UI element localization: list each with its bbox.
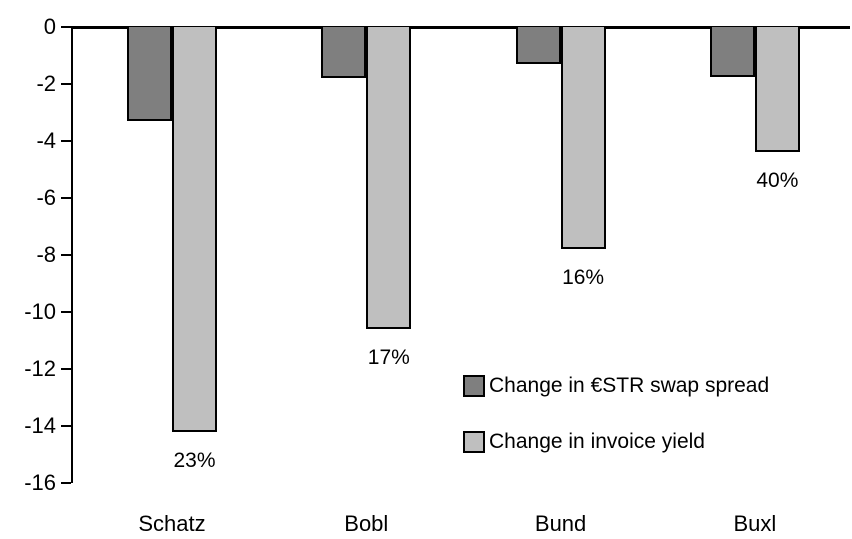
y-tick-mark <box>61 139 71 143</box>
bar-schatz-swap-spread <box>127 27 172 122</box>
y-tick-label: 0 <box>43 14 56 39</box>
y-tick-mark <box>61 25 71 29</box>
category-label-bobl: Bobl <box>344 511 389 536</box>
legend-swatch-invoice-yield <box>463 431 485 453</box>
y-tick-mark <box>61 82 71 86</box>
bar-bund-invoice-yield <box>560 27 606 250</box>
legend-item-invoice-yield: Change in invoice yield <box>463 430 705 454</box>
y-tick-label: -16 <box>24 470 56 495</box>
y-tick-label: -6 <box>36 185 56 210</box>
bar-schatz-invoice-yield <box>172 27 217 432</box>
y-tick-mark <box>61 196 71 200</box>
y-tick-mark <box>61 424 71 428</box>
y-tick-mark <box>61 367 71 371</box>
bar-value-label-bund: 16% <box>562 266 605 290</box>
bar-value-label-buxl: 40% <box>756 169 799 193</box>
bar-value-label-schatz: 23% <box>173 448 216 472</box>
y-tick-label: -2 <box>36 71 56 96</box>
y-tick-label: -4 <box>36 128 56 153</box>
legend-item-swap-spread: Change in €STR swap spread <box>463 374 769 398</box>
bar-bobl-swap-spread <box>321 27 367 79</box>
legend-label-swap-spread: Change in €STR swap spread <box>489 374 770 397</box>
bar-bobl-invoice-yield <box>366 27 412 330</box>
category-label-bund: Bund <box>534 511 587 536</box>
legend-label-invoice-yield: Change in invoice yield <box>489 430 705 453</box>
y-tick-mark <box>61 253 71 257</box>
y-tick-label: -10 <box>24 299 56 324</box>
y-tick-label: -12 <box>24 356 56 381</box>
y-tick-mark <box>61 310 71 314</box>
category-label-schatz: Schatz <box>138 511 206 536</box>
bar-bund-swap-spread <box>515 27 561 65</box>
category-label-buxl: Buxl <box>733 511 777 536</box>
y-tick-mark <box>61 481 71 485</box>
bar-buxl-swap-spread <box>709 27 755 77</box>
bar-buxl-invoice-yield <box>754 27 800 153</box>
x-axis-zero-line <box>70 25 850 29</box>
y-axis-line <box>70 27 73 483</box>
y-tick-label: -14 <box>24 413 56 438</box>
bar-value-label-bobl: 17% <box>367 346 410 370</box>
y-tick-label: -8 <box>36 242 56 267</box>
legend-swatch-swap-spread <box>463 375 485 397</box>
